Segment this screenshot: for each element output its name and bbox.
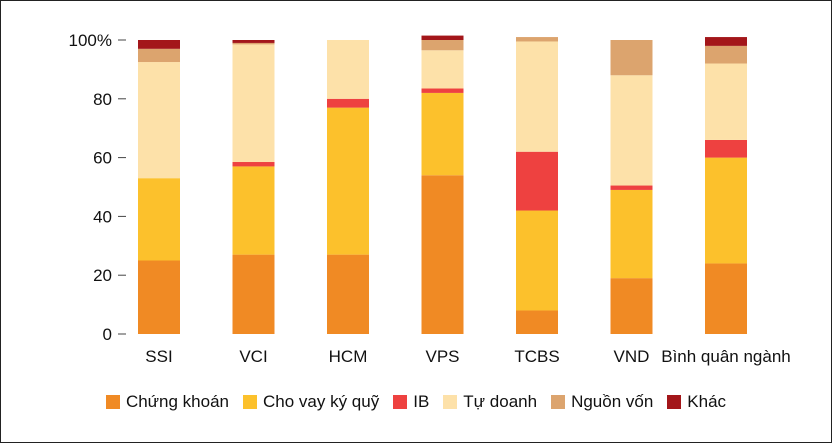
legend-item: Tự doanh <box>443 392 537 412</box>
bar-segment <box>232 166 275 255</box>
bars-group <box>138 35 747 334</box>
bar-segment <box>610 278 653 334</box>
bar-segment <box>516 310 558 334</box>
y-tick-label: 0 <box>103 325 112 344</box>
x-category-label: SSI <box>145 347 172 366</box>
bar-segment <box>232 254 275 334</box>
bar-segment <box>138 48 180 63</box>
legend-label: Nguồn vốn <box>571 392 654 411</box>
x-category-label: VCI <box>239 347 267 366</box>
y-axis: 0 20 40 60 80 100% <box>69 31 126 344</box>
bar-stack <box>516 37 558 334</box>
bar-segment <box>705 63 747 140</box>
bar-segment <box>705 37 747 46</box>
bar-segment <box>421 175 464 334</box>
y-tick-label: 80 <box>93 90 112 109</box>
y-tick-label: 60 <box>93 149 112 168</box>
bar-segment <box>610 189 653 279</box>
bar-segment <box>705 157 747 264</box>
legend-swatch <box>105 395 120 409</box>
bar-segment <box>421 50 464 89</box>
legend-item: Khác <box>667 392 726 412</box>
bar-segment <box>516 151 558 211</box>
bar-segment <box>138 62 180 179</box>
bar-segment <box>705 263 747 334</box>
legend-swatch <box>551 395 566 409</box>
legend-label: Tự doanh <box>463 392 538 411</box>
legend-swatch <box>667 395 682 409</box>
bar-segment <box>327 40 369 99</box>
bar-segment <box>327 107 369 255</box>
x-category-label: HCM <box>329 347 368 366</box>
bar-segment <box>516 37 558 42</box>
legend-swatch <box>443 395 458 409</box>
bar-stack <box>421 35 464 334</box>
bar-stack <box>138 40 180 334</box>
bar-segment <box>232 42 275 45</box>
bar-segment <box>138 260 180 334</box>
bar-stack <box>705 37 747 334</box>
bar-segment <box>705 139 747 158</box>
legend-item: IB <box>393 392 429 412</box>
bar-segment <box>705 45 747 64</box>
x-category-label: VPS <box>425 347 459 366</box>
x-axis: SSI VCI HCM VPS TCBS VND Bình quân ngành <box>145 347 790 366</box>
bar-segment <box>610 40 653 76</box>
bar-segment <box>421 40 464 51</box>
x-category-label: TCBS <box>514 347 559 366</box>
bar-segment <box>421 92 464 176</box>
legend-label: Khác <box>687 392 727 411</box>
legend: Chứng khoán Cho vay ký quỹ IB Tự doanh Nguồn… <box>0 388 832 416</box>
x-category-label: VND <box>614 347 650 366</box>
bar-stack <box>327 40 369 334</box>
y-tick-label: 40 <box>93 207 112 226</box>
bar-segment <box>516 41 558 152</box>
bar-segment <box>138 178 180 261</box>
legend-item: Nguồn vốn <box>551 392 653 412</box>
bar-stack <box>610 40 653 334</box>
bar-segment <box>138 40 180 49</box>
y-tick-label: 20 <box>93 266 112 285</box>
bar-segment <box>421 35 464 40</box>
bar-segment <box>516 210 558 311</box>
bar-segment <box>421 88 464 93</box>
bar-segment <box>610 185 653 190</box>
legend-item: Chứng khoán <box>105 392 229 412</box>
y-tick-label: 100% <box>69 31 112 50</box>
legend-swatch <box>393 395 408 409</box>
legend-label: IB <box>413 392 430 411</box>
bar-segment <box>610 75 653 186</box>
legend-item: Cho vay ký quỹ <box>243 392 379 412</box>
bar-segment <box>327 254 369 334</box>
bar-stack <box>232 40 275 334</box>
legend-label: Chứng khoán <box>125 392 229 411</box>
x-category-label: Bình quân ngành <box>661 347 791 366</box>
bar-segment <box>232 44 275 163</box>
bar-segment <box>327 98 369 108</box>
legend-swatch <box>243 395 257 409</box>
bar-segment <box>232 162 275 167</box>
bar-segment <box>232 40 275 43</box>
legend-label: Cho vay ký quỹ <box>263 392 380 411</box>
